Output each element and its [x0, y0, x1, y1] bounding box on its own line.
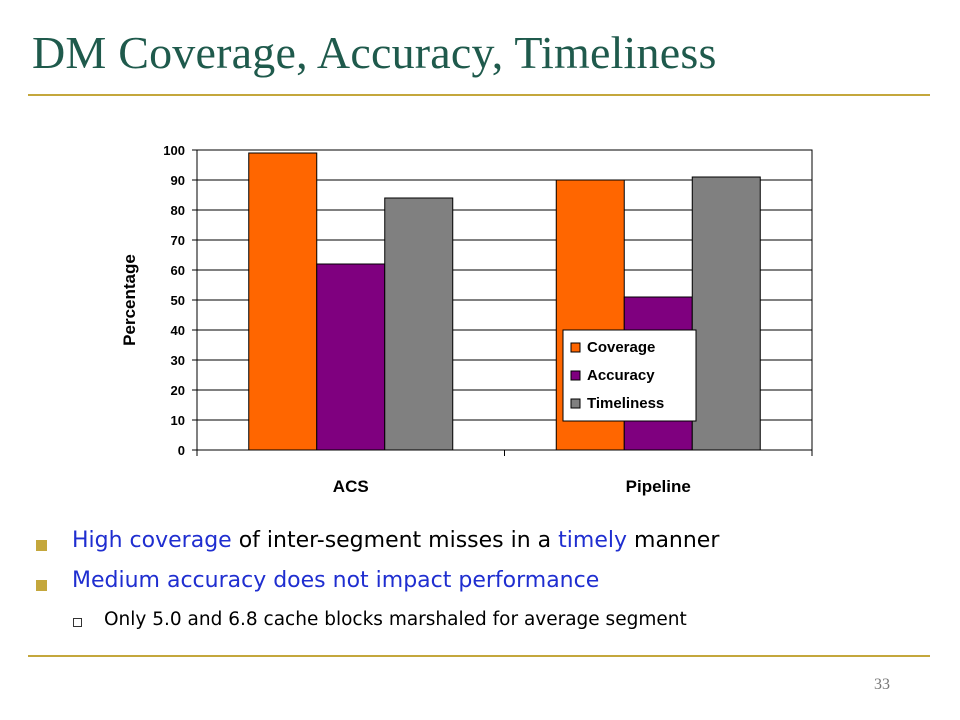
sub-bullet-item: Only 5.0 and 6.8 cache blocks marshaled …	[36, 606, 936, 642]
bullet-list: High coverage of inter-segment misses in…	[36, 526, 936, 642]
y-tick-label: 30	[171, 353, 185, 368]
bar-timeliness-pipeline	[691, 176, 761, 451]
y-tick-label: 50	[171, 293, 185, 308]
y-tick-label: 10	[171, 413, 185, 428]
legend-label-accuracy: Accuracy	[587, 367, 655, 384]
title-divider	[28, 94, 930, 96]
legend-box	[562, 329, 697, 422]
legend-swatch-timeliness	[570, 398, 581, 409]
sub-bullet-text: Only 5.0 and 6.8 cache blocks marshaled …	[104, 609, 687, 630]
legend-label-timeliness: Timeliness	[587, 395, 664, 412]
legend-label-coverage: Coverage	[587, 339, 655, 356]
bullet-square-icon	[36, 580, 47, 591]
legend-swatch-coverage	[570, 342, 581, 353]
y-axis-label: Percentage	[120, 254, 139, 346]
y-tick-label: 60	[171, 263, 185, 278]
x-category-label: Pipeline	[626, 477, 691, 496]
bullet-item: High coverage of inter-segment misses in…	[36, 526, 936, 566]
bullet-item: Medium accuracy does not impact performa…	[36, 566, 936, 606]
highlighted-text: timely	[558, 528, 628, 553]
page-number: 33	[874, 676, 890, 693]
bar-coverage-acs	[248, 152, 318, 451]
bullet-square-icon	[36, 540, 47, 551]
bar-accuracy-acs	[316, 263, 386, 451]
highlighted-text: Medium accuracy does not impact performa…	[72, 568, 600, 593]
slide-title: DM Coverage, Accuracy, Timeliness	[32, 27, 717, 78]
y-tick-label: 0	[178, 443, 185, 458]
y-tick-label: 70	[171, 233, 185, 248]
legend-swatch-accuracy	[570, 370, 581, 381]
bullet-text: High coverage of inter-segment misses in…	[72, 528, 719, 553]
highlighted-text: High coverage	[72, 528, 232, 553]
plain-text: of inter-segment misses in a	[231, 528, 559, 553]
plain-text: manner	[627, 528, 720, 553]
bullet-text: Medium accuracy does not impact performa…	[72, 568, 599, 593]
y-tick-label: 90	[171, 173, 185, 188]
y-tick-label: 40	[171, 323, 185, 338]
bar-chart: 0 10 20 30 40 50 60 70 80 90 100 ACS Pipeline Percent…	[120, 143, 813, 496]
bar-timeliness-acs	[384, 197, 454, 451]
footer-divider	[28, 655, 930, 657]
hollow-square-icon	[73, 618, 82, 627]
x-category-label: ACS	[333, 477, 369, 496]
y-tick-label: 100	[163, 143, 185, 158]
y-tick-label: 80	[171, 203, 185, 218]
y-tick-label: 20	[171, 383, 185, 398]
